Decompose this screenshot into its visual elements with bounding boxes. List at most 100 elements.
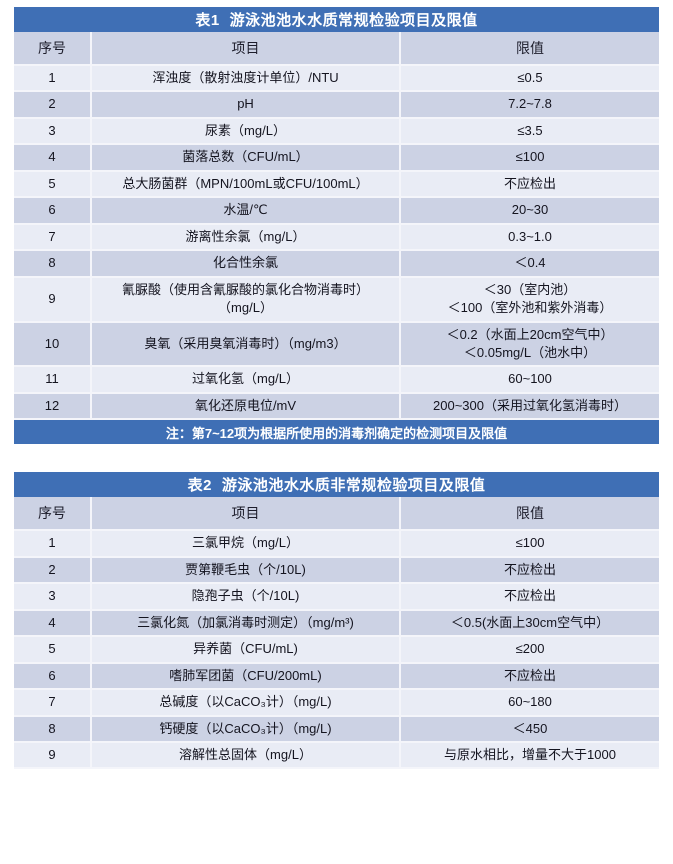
table-gap — [14, 444, 659, 472]
row-limit: 200~300（采用过氧化氢消毒时） — [400, 392, 660, 421]
row-item: 异养菌（CFU/mL) — [91, 636, 401, 664]
row-item: 游离性余氯（mg/L） — [91, 223, 401, 252]
table-row: 4 三氯化氮（加氯消毒时测定）（mg/m³) ＜0.5(水面上30cm空气中） — [14, 609, 660, 638]
row-item: 过氧化氢（mg/L） — [91, 366, 401, 394]
row-item: 贾第鞭毛虫（个/10L) — [91, 556, 401, 585]
row-limit: ＜0.4 — [400, 250, 660, 278]
table-row: 6 水温/℃ 20~30 — [14, 197, 660, 225]
table-row: 8 化合性余氯 ＜0.4 — [14, 250, 660, 278]
table-2-title-bar: 表2 游泳池池水水质非常规检验项目及限值 — [14, 472, 660, 498]
row-limit: ＜0.5(水面上30cm空气中） — [400, 609, 660, 638]
table-row: 10 臭氧（采用臭氧消毒时）（mg/m3） ＜0.2（水面上20cm空气中） ＜… — [14, 321, 660, 368]
table-1-col-header-no: 序号 — [14, 32, 92, 66]
row-no: 11 — [14, 366, 92, 394]
row-no: 3 — [14, 117, 92, 146]
row-limit: ≤0.5 — [400, 65, 660, 93]
row-no: 7 — [14, 223, 92, 252]
table-row: 1 三氯甲烷（mg/L） ≤100 — [14, 530, 660, 558]
row-item: 浑浊度（散射浊度计单位）/NTU — [91, 65, 401, 93]
row-no: 9 — [14, 741, 92, 770]
row-no: 6 — [14, 197, 92, 225]
row-no: 8 — [14, 715, 92, 743]
row-item: 菌落总数（CFU/mL） — [91, 144, 401, 172]
row-limit: ≤3.5 — [400, 117, 660, 146]
row-item: 化合性余氯 — [91, 250, 401, 278]
table-1-title-bar: 表1 游泳池池水水质常规检验项目及限值 — [14, 7, 660, 32]
top-spacer — [14, 0, 659, 7]
table-1-note: 注：第7~12项为根据所使用的消毒剂确定的检测项目及限值 — [14, 419, 660, 445]
table-1-col-header-item: 项目 — [91, 32, 401, 66]
table-row: 8 钙硬度（以CaCO₃计）（mg/L) ＜450 — [14, 715, 660, 743]
table-row: 3 尿素（mg/L） ≤3.5 — [14, 117, 660, 146]
table-row: 9 溶解性总固体（mg/L） 与原水相比，增量不大于1000 — [14, 741, 660, 770]
row-limit: ≤200 — [400, 636, 660, 664]
table-row: 7 总碱度（以CaCO₃计）（mg/L) 60~180 — [14, 689, 660, 717]
row-limit: 不应检出 — [400, 170, 660, 199]
row-item: 总碱度（以CaCO₃计）（mg/L) — [91, 689, 401, 717]
row-item: 三氯化氮（加氯消毒时测定）（mg/m³) — [91, 609, 401, 638]
table-1-col-header-limit: 限值 — [400, 32, 660, 66]
table-row: 12 氧化还原电位/mV 200~300（采用过氧化氢消毒时） — [14, 392, 660, 421]
row-limit: 7.2~7.8 — [400, 91, 660, 119]
table-2-col-header-no: 序号 — [14, 497, 92, 532]
table-1-title-number: 表1 — [195, 12, 220, 29]
row-limit: 60~100 — [400, 366, 660, 394]
row-limit: ≤100 — [400, 144, 660, 172]
table-1: 表1 游泳池池水水质常规检验项目及限值 序号 项目 限值 1 浑浊度（散射浊度计单… — [14, 7, 660, 445]
row-no: 10 — [14, 321, 92, 368]
row-no: 3 — [14, 583, 92, 611]
row-no: 1 — [14, 65, 92, 93]
table-row: 1 浑浊度（散射浊度计单位）/NTU ≤0.5 — [14, 65, 660, 93]
table-row: 6 嗜肺军团菌（CFU/200mL) 不应检出 — [14, 662, 660, 691]
row-item: 嗜肺军团菌（CFU/200mL) — [91, 662, 401, 691]
row-item: 钙硬度（以CaCO₃计）（mg/L) — [91, 715, 401, 743]
table-1-title: 表1 游泳池池水水质常规检验项目及限值 — [14, 7, 660, 32]
table-2-title-number: 表2 — [187, 477, 212, 495]
table-2-header-row: 序号 项目 限值 — [14, 497, 660, 532]
table-1-header-row: 序号 项目 限值 — [14, 32, 660, 66]
row-no: 5 — [14, 170, 92, 199]
row-no: 9 — [14, 276, 92, 323]
row-item: 氧化还原电位/mV — [91, 392, 401, 421]
row-no: 2 — [14, 556, 92, 585]
row-item: pH — [91, 91, 401, 119]
row-no: 12 — [14, 392, 92, 421]
table-row: 2 贾第鞭毛虫（个/10L) 不应检出 — [14, 556, 660, 585]
row-no: 7 — [14, 689, 92, 717]
row-no: 8 — [14, 250, 92, 278]
table-2-title-text: 游泳池池水水质非常规检验项目及限值 — [221, 477, 486, 495]
row-item: 隐孢子虫（个/10L) — [91, 583, 401, 611]
row-item: 溶解性总固体（mg/L） — [91, 741, 401, 770]
table-row: 5 异养菌（CFU/mL) ≤200 — [14, 636, 660, 664]
row-limit: ＜0.2（水面上20cm空气中） ＜0.05mg/L（池水中） — [400, 321, 660, 368]
row-limit: 不应检出 — [400, 583, 660, 611]
table-row: 4 菌落总数（CFU/mL） ≤100 — [14, 144, 660, 172]
table-1-title-text: 游泳池池水水质常规检验项目及限值 — [229, 12, 478, 29]
row-limit: 60~180 — [400, 689, 660, 717]
row-item: 水温/℃ — [91, 197, 401, 225]
table-2: 表2 游泳池池水水质非常规检验项目及限值 序号 项目 限值 1 三氯甲烷（mg/L… — [14, 472, 660, 770]
row-no: 4 — [14, 144, 92, 172]
table-row: 7 游离性余氯（mg/L） 0.3~1.0 — [14, 223, 660, 252]
table-2-col-header-limit: 限值 — [400, 497, 660, 532]
table-row: 5 总大肠菌群（MPN/100mL或CFU/100mL） 不应检出 — [14, 170, 660, 199]
table-row: 11 过氧化氢（mg/L） 60~100 — [14, 366, 660, 394]
row-limit: 不应检出 — [400, 556, 660, 585]
row-limit: ≤100 — [400, 530, 660, 558]
table-1-note-row: 注：第7~12项为根据所使用的消毒剂确定的检测项目及限值 — [14, 419, 660, 445]
row-no: 5 — [14, 636, 92, 664]
row-limit: ＜450 — [400, 715, 660, 743]
row-no: 2 — [14, 91, 92, 119]
table-2-col-header-item: 项目 — [91, 497, 401, 532]
row-limit: ＜30（室内池） ＜100（室外池和紫外消毒） — [400, 276, 660, 323]
row-item: 氰脲酸（使用含氰脲酸的氯化合物消毒时） （mg/L） — [91, 276, 401, 323]
table-row: 2 pH 7.2~7.8 — [14, 91, 660, 119]
row-limit: 不应检出 — [400, 662, 660, 691]
row-no: 1 — [14, 530, 92, 558]
table-row: 9 氰脲酸（使用含氰脲酸的氯化合物消毒时） （mg/L） ＜30（室内池） ＜1… — [14, 276, 660, 323]
row-item: 臭氧（采用臭氧消毒时）（mg/m3） — [91, 321, 401, 368]
row-limit: 20~30 — [400, 197, 660, 225]
row-limit: 0.3~1.0 — [400, 223, 660, 252]
table-row: 3 隐孢子虫（个/10L) 不应检出 — [14, 583, 660, 611]
